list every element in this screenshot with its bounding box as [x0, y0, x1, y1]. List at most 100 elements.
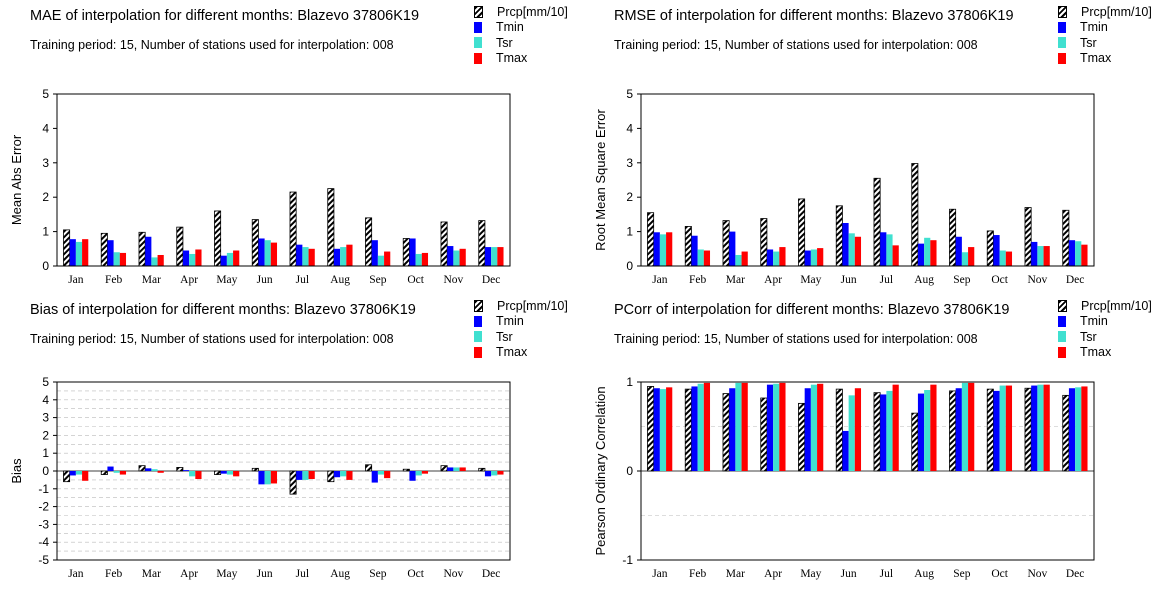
- bar-prcp: [986, 388, 994, 472]
- bar-tmax: [1081, 244, 1088, 266]
- bar-prcp: [402, 238, 410, 267]
- legend-swatch: [1058, 5, 1067, 18]
- x-tick-label: Jul: [296, 568, 309, 580]
- bar-tsr: [113, 252, 120, 266]
- bar-tmin: [1068, 240, 1076, 266]
- x-tick-label: Aug: [914, 568, 934, 580]
- y-tick-label: 5: [42, 87, 49, 101]
- x-tick-label: Aug: [330, 568, 350, 580]
- y-tick-label: 2: [626, 190, 633, 204]
- bar-tmin: [917, 393, 925, 471]
- bar-tsr: [264, 471, 271, 485]
- bar-tmax: [666, 387, 673, 471]
- legend-entry: Tmax: [1058, 51, 1152, 67]
- bar-tmax: [157, 471, 164, 473]
- x-tick-label: Dec: [1066, 274, 1085, 286]
- chart-panel-3: Bias of interpolation for different mont…: [0, 294, 583, 588]
- bar-tsr: [340, 471, 347, 477]
- bar-tmax: [892, 245, 899, 266]
- bar-tmin: [484, 471, 492, 477]
- x-tick-label: Jun: [257, 274, 273, 286]
- y-tick-label: -3: [38, 517, 49, 531]
- x-tick-label: Oct: [407, 274, 424, 286]
- chart-svg: 0 1 2 3 4 5 Jan Feb Mar Apr May Jun Jul Aug Sep Oct Nov D…: [593, 87, 1095, 286]
- bar-tmax: [459, 467, 466, 471]
- bar-prcp: [402, 468, 410, 472]
- bar-tmax: [930, 384, 937, 471]
- bar-tsr: [999, 385, 1006, 471]
- bar-tmin: [447, 246, 454, 266]
- bar-tsr: [415, 471, 422, 476]
- bar-tmin: [653, 232, 660, 266]
- bar-tmin: [182, 250, 190, 266]
- legend-swatch: [474, 346, 482, 358]
- legend-label: Tmin: [496, 314, 524, 329]
- bar-tmax: [666, 232, 673, 266]
- legend-entry: Tmax: [474, 345, 568, 361]
- x-tick-label: Dec: [1066, 568, 1085, 580]
- x-tick-label: Dec: [482, 568, 501, 580]
- x-tick-label: Mar: [726, 274, 745, 286]
- bar-tmax: [1043, 384, 1050, 471]
- bar-tmin: [220, 255, 227, 266]
- bar-tmin: [1068, 388, 1076, 471]
- legend-entry: Tmin: [474, 314, 568, 330]
- x-tick-label: Mar: [726, 568, 745, 580]
- bar-tmin: [333, 471, 341, 478]
- legend-entry: Tmax: [1058, 345, 1152, 361]
- x-tick-label: Oct: [991, 568, 1008, 580]
- legend-entry: Prcp[mm/10]: [474, 4, 568, 20]
- bar-tsr: [848, 395, 855, 471]
- bar-tmax: [346, 244, 353, 266]
- x-tick-label: Sep: [953, 274, 971, 286]
- bar-tmax: [82, 239, 89, 266]
- bar-tsr: [697, 249, 704, 266]
- bar-tsr: [1037, 384, 1044, 471]
- bar-prcp: [986, 230, 994, 267]
- x-tick-label: Feb: [105, 568, 123, 580]
- plot-frame: [56, 93, 511, 267]
- x-tick-label: Feb: [689, 274, 707, 286]
- bar-tsr: [886, 390, 893, 471]
- bar-prcp: [1062, 394, 1070, 472]
- x-tick-label: Jun: [841, 274, 857, 286]
- legend-label: Tmin: [496, 20, 524, 35]
- legend-swatch: [1058, 315, 1066, 327]
- chart-subtitle: Training period: 15, Number of stations …: [614, 332, 978, 346]
- bar-prcp: [327, 470, 335, 483]
- legend-swatch: [1058, 21, 1066, 33]
- bar-tmax: [817, 383, 824, 471]
- bar-tmin: [107, 466, 114, 471]
- bar-prcp: [1024, 207, 1032, 267]
- x-tick-label: Apr: [764, 568, 782, 580]
- x-tick-label: Jun: [257, 568, 273, 580]
- bar-tmax: [741, 251, 748, 266]
- y-axis-label: Bias: [9, 458, 24, 484]
- legend-label: Prcp[mm/10]: [497, 298, 568, 313]
- x-tick-label: Jul: [880, 274, 893, 286]
- legend-label: Prcp[mm/10]: [497, 4, 568, 19]
- bar-tmax: [741, 382, 748, 471]
- bar-tmin: [993, 235, 1000, 266]
- bar-prcp: [911, 412, 919, 472]
- x-tick-label: May: [216, 568, 237, 580]
- legend-entry: Tmax: [474, 51, 568, 67]
- bar-tmax: [384, 251, 391, 266]
- x-tick-label: Sep: [953, 568, 971, 580]
- legend-label: Tmax: [1080, 51, 1112, 66]
- bar-tmax: [968, 247, 975, 266]
- chart-subtitle: Training period: 15, Number of stations …: [30, 38, 394, 52]
- bar-tmin: [409, 238, 416, 266]
- bar-prcp: [911, 163, 919, 267]
- bar-tmin: [842, 430, 849, 471]
- bar-prcp: [835, 205, 843, 267]
- bar-prcp: [835, 388, 843, 472]
- x-tick-label: Apr: [764, 274, 782, 286]
- chart-panel-2: RMSE of interpolation for different mont…: [584, 0, 1167, 294]
- chart-title: PCorr of interpolation for different mon…: [614, 302, 1010, 318]
- chart-panel-1: MAE of interpolation for different month…: [0, 0, 583, 294]
- bar-tmax: [1043, 246, 1050, 266]
- bar-tsr: [491, 247, 498, 266]
- bar-tmax: [779, 247, 786, 266]
- bar-prcp: [176, 226, 184, 267]
